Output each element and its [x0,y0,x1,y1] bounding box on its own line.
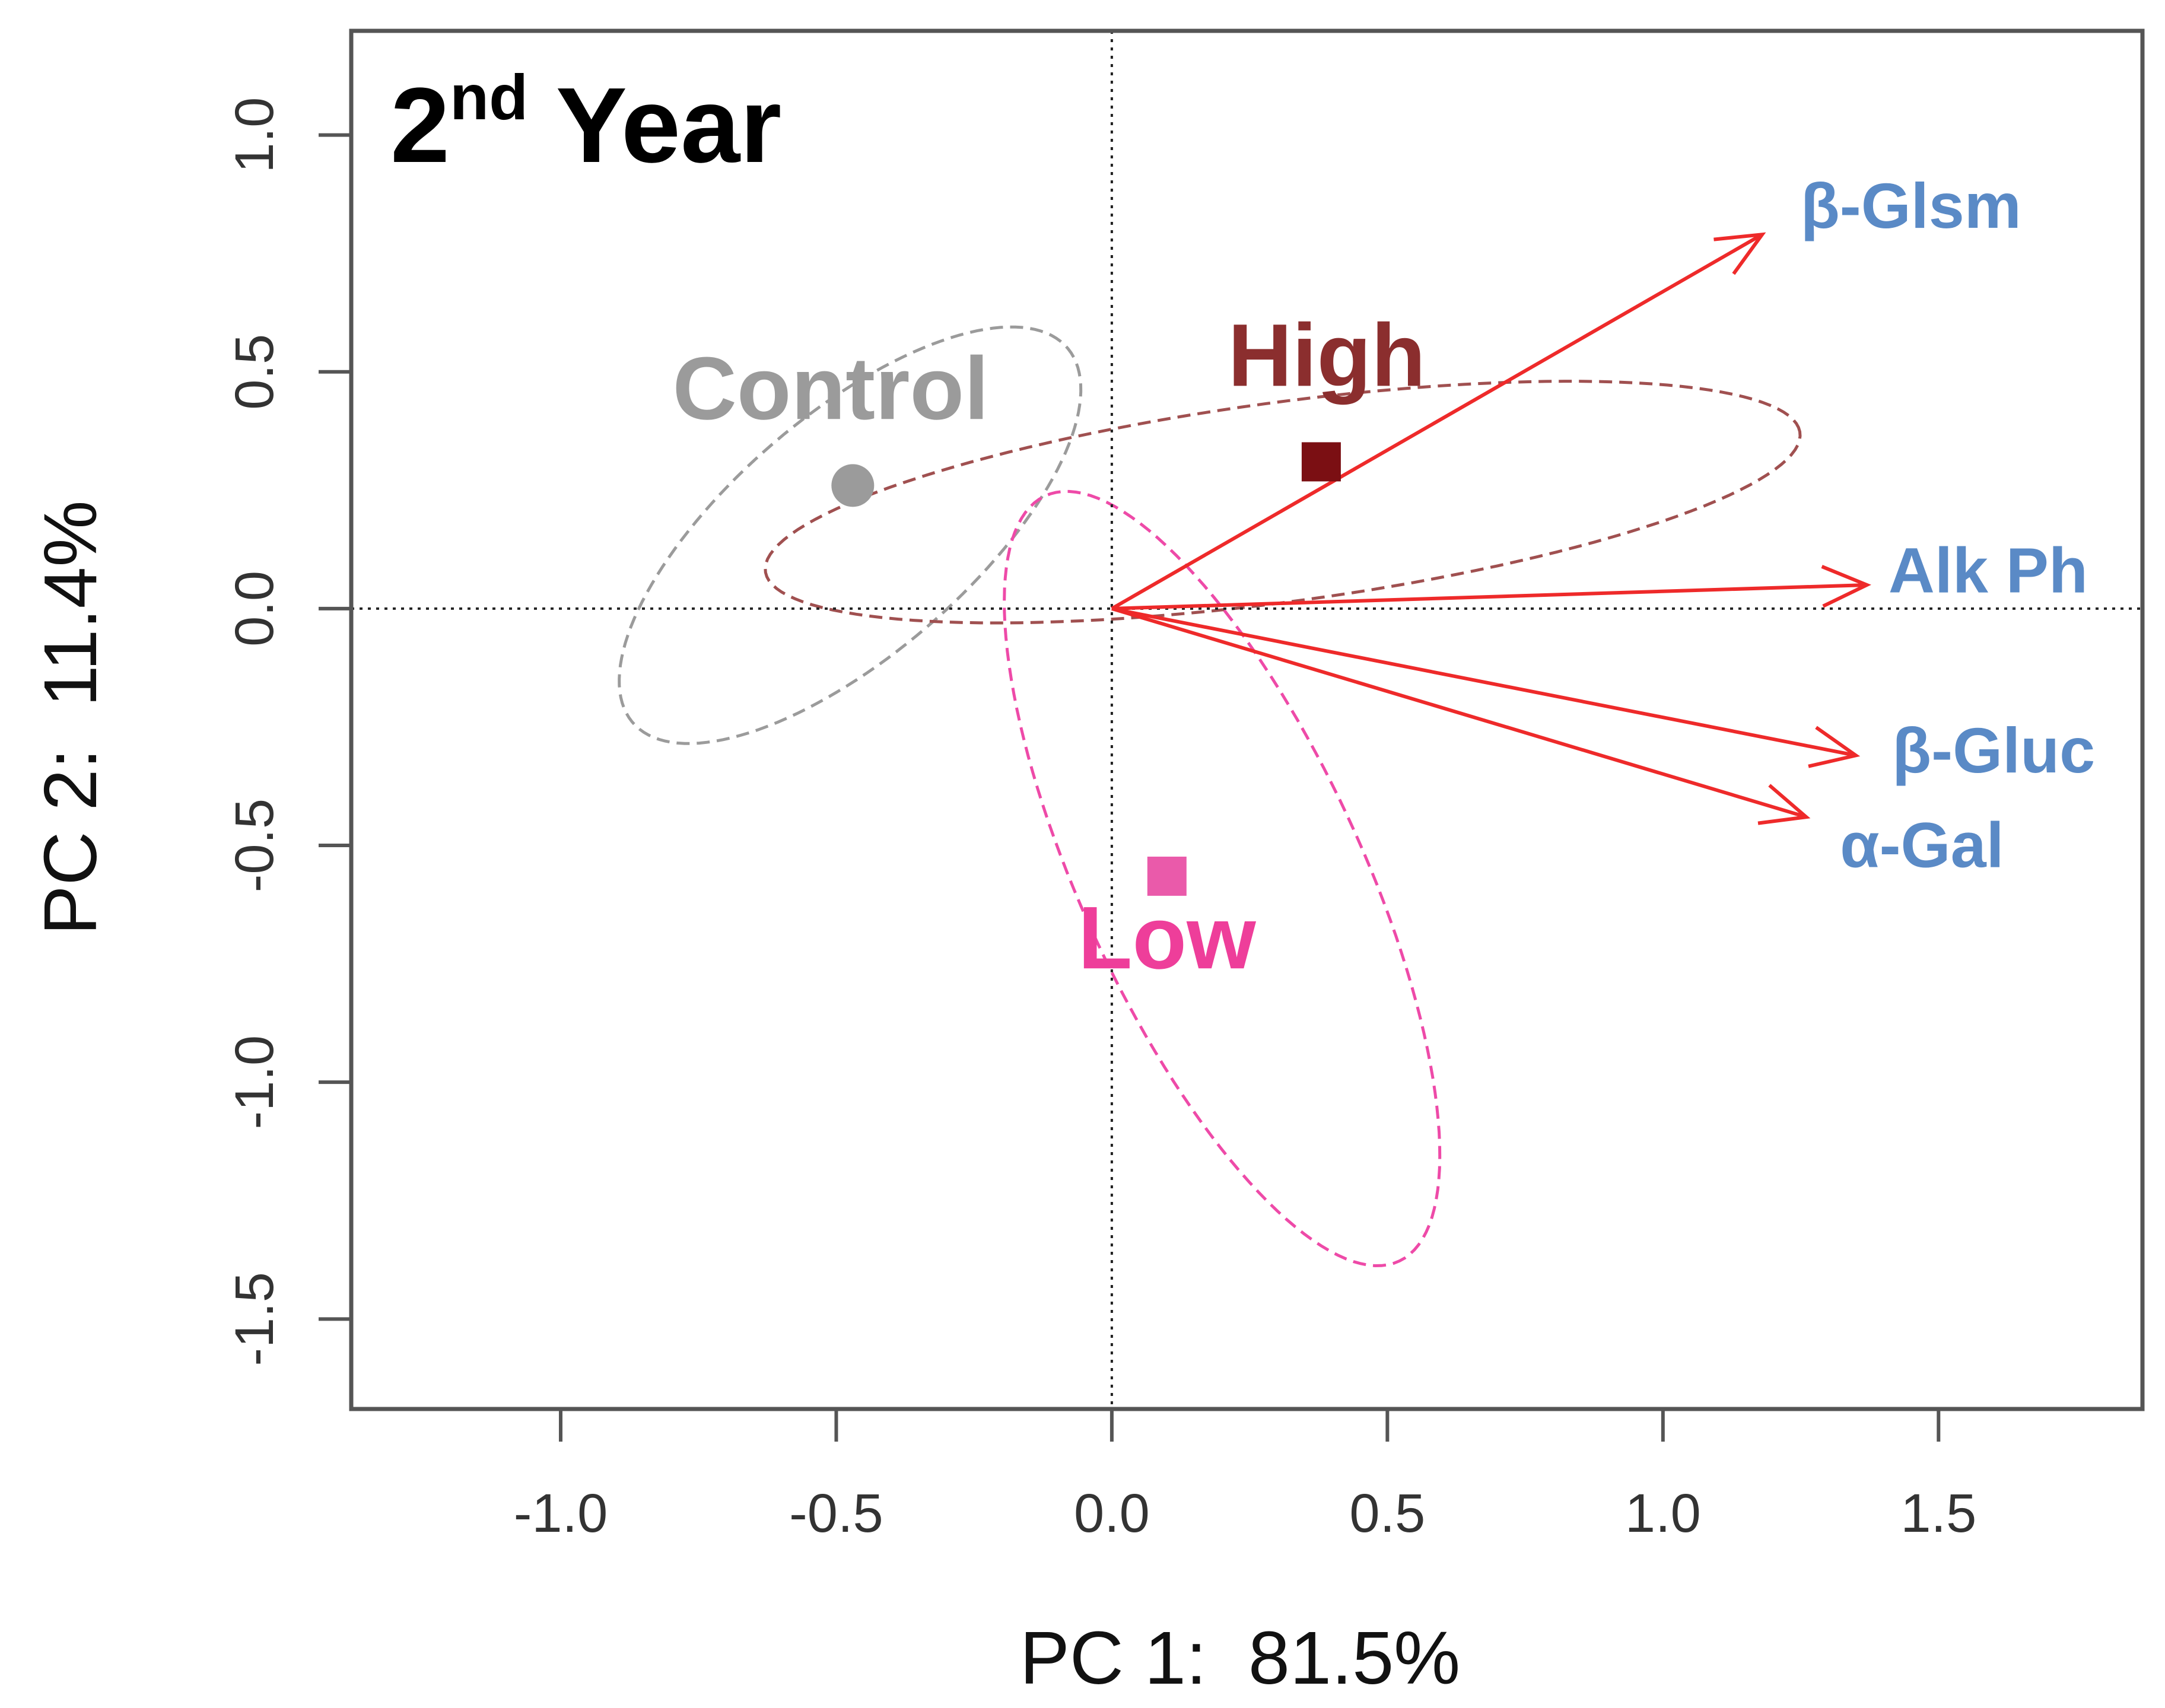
low-centroid-marker [1147,856,1187,896]
alpha-gal-arrowhead [1757,784,1811,825]
y-tick-label: 0.5 [224,334,285,410]
high-group-label: High [1228,305,1426,405]
beta-glsm-loading-arrow [1111,233,1763,610]
chart-title-rest: Year [528,66,781,185]
low-group-label: Low [1078,888,1256,987]
high-ellipse [764,380,1802,625]
x-tick-label: -0.5 [789,1483,883,1544]
y-tick-label: -1.5 [224,1272,285,1366]
x-tick-label: 0.0 [1074,1483,1150,1544]
beta-gluc-loading-label: β-Gluc [1892,714,2095,786]
x-axis-label: PC 1: 81.5% [1020,1616,1460,1700]
control-group-label: Control [673,338,989,438]
chart-title: 2nd Year [390,61,781,185]
alk-ph-loading-label: Alk Ph [1889,535,2088,606]
beta-glsm-arrowhead [1713,232,1766,275]
x-tick-label: 0.5 [1349,1483,1425,1544]
beta-gluc-loading-arrow [1111,606,1856,758]
low-ellipse [1003,489,1442,1268]
control-ellipse [618,325,1083,745]
y-axis-label: PC 2: 11.4% [28,500,112,935]
alk-ph-loading-arrow [1111,583,1867,610]
y-tick-label: -1.0 [224,1035,285,1130]
control-centroid-marker [831,464,875,507]
x-tick-label: 1.0 [1625,1483,1701,1544]
alk-ph-arrowhead [1821,565,1871,608]
plot-frame [349,28,2145,1411]
beta-glsm-loading-label: β-Glsm [1801,170,2021,241]
high-centroid-marker [1301,442,1341,482]
alpha-gal-loading-label: α-Gal [1840,809,2004,881]
chart-title-superscript: nd [450,61,528,133]
alpha-gal-loading-arrow [1111,607,1807,819]
y-tick-label: -0.5 [224,799,285,893]
chart-title-base: 2 [390,66,450,185]
x-tick-label: 1.5 [1900,1483,1976,1544]
beta-gluc-arrowhead [1808,726,1861,768]
y-tick-label: 0.0 [224,571,285,647]
x-tick-label: -1.0 [514,1483,608,1544]
y-tick-label: 1.0 [224,97,285,173]
